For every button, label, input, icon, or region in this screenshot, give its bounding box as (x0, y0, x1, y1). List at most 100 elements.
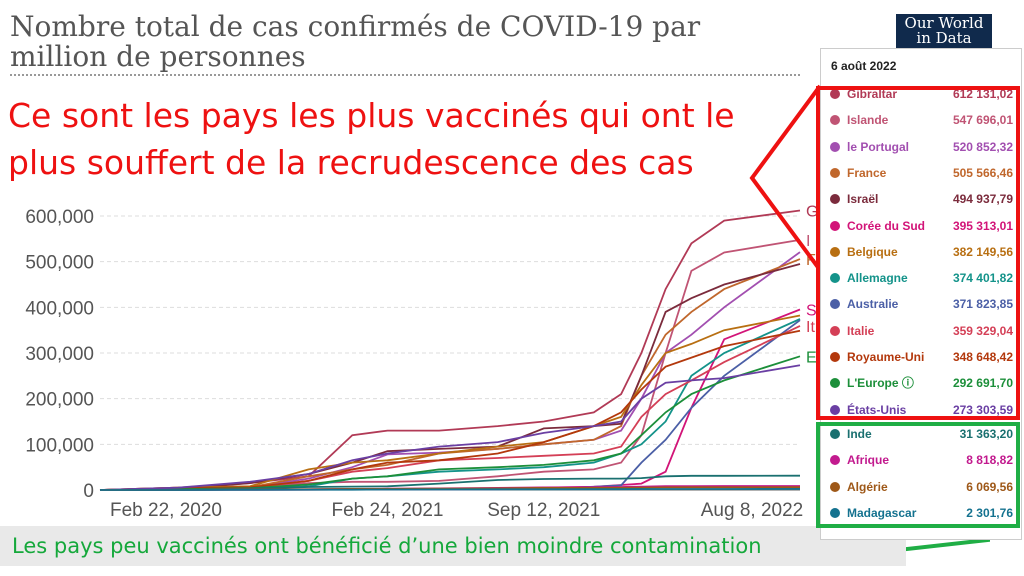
series-line (99, 263, 801, 491)
series-line (99, 329, 801, 491)
series-end-label: I (806, 233, 810, 250)
tooltip-country-value: 520 852,32 (952, 139, 1013, 154)
tooltip-row: États-Unis 273 303,59 (821, 399, 1021, 421)
tooltip-row: le Portugal 520 852,32 (821, 136, 1021, 158)
claim-text: Ce sont les pays les plus vaccinés qui o… (8, 96, 735, 182)
series-end-label: E (806, 349, 817, 366)
tooltip-row: Algérie 6 069,56 (821, 476, 1021, 498)
series-color-dot (830, 404, 840, 415)
claim-bottom-text: Les pays peu vaccinés ont bénéficié d’un… (0, 526, 906, 566)
y-tick-label: 400,000 (25, 298, 94, 319)
tooltip-country-name: Royaume-Uni (847, 350, 925, 364)
tooltip-country-value: 382 149,56 (952, 244, 1013, 259)
series-line (99, 251, 801, 491)
tooltip-country-name: Afrique (847, 453, 889, 468)
series-line (99, 474, 801, 491)
tooltip-country-name: Italie (847, 323, 875, 338)
tooltip-country-value: 31 363,20 (959, 427, 1013, 441)
series-line (99, 355, 801, 491)
series-color-dot (830, 194, 840, 205)
tooltip-country-name: Inde (847, 427, 872, 441)
series-line (99, 364, 801, 491)
tooltip-country-value: 2 301,76 (966, 505, 1013, 520)
tooltip-country-name: Israël (847, 192, 879, 207)
y-tick-label: 0 (83, 481, 94, 502)
series-color-dot (830, 481, 840, 492)
tooltip-country-name: Australie (847, 297, 899, 312)
tooltip-row: Afrique 8 818,82 (821, 449, 1021, 471)
series-end-label: S (806, 302, 817, 319)
y-tick-label: 200,000 (25, 390, 94, 411)
y-tick-label: 500,000 (25, 253, 94, 274)
series-line (99, 319, 801, 491)
logo-line1: Our World (904, 14, 984, 32)
tooltip-country-name: France (847, 165, 887, 180)
tooltip-row: Inde 31 363,20 (821, 423, 1021, 445)
tooltip-row: Corée du Sud 395 313,01 (821, 215, 1021, 237)
tooltip-row: Gibraltar 612 131,02 (821, 83, 1021, 105)
series-color-dot (830, 141, 840, 152)
tooltip-row: Australie 371 823,85 (821, 293, 1021, 315)
tooltip-country-name: le Portugal (847, 139, 910, 154)
tooltip-country-value: 348 648,42 (952, 350, 1013, 364)
series-end-label: G (806, 203, 818, 220)
x-tick-label: Aug 8, 2022 (701, 500, 803, 521)
tooltip-country-name: Belgique (847, 244, 898, 259)
series-line (99, 308, 801, 491)
tooltip-date: 6 août 2022 (831, 59, 897, 73)
tooltip-country-value: 292 691,70 (952, 376, 1013, 391)
tooltip-country-name: Allemagne (847, 271, 908, 286)
tooltip-panel: 6 août 2022 Gibraltar 612 131,02 Islande 54… (820, 48, 1022, 540)
chart-title: Nombre total de cas confirmés de COVID-1… (10, 10, 701, 73)
tooltip-row: Islande 547 696,01 (821, 109, 1021, 131)
tooltip-country-name: Corée du Sud (847, 218, 926, 233)
tooltip-country-value: 273 303,59 (952, 402, 1013, 417)
series-line (99, 314, 801, 491)
series-color-dot (830, 273, 840, 284)
series-color-dot (830, 455, 840, 466)
x-tick-label: Sep 12, 2021 (487, 500, 600, 521)
series-color-dot (830, 352, 840, 362)
owid-logo[interactable]: Our World in Data (896, 14, 992, 48)
series-color-dot (830, 220, 840, 231)
series-line (100, 488, 801, 491)
y-tick-label: 100,000 (25, 435, 94, 456)
tooltip-row: Madagascar 2 301,76 (821, 502, 1021, 524)
series-end-label: It (806, 319, 815, 336)
series-lines (99, 209, 801, 491)
tooltip-country-name: L'Europe ⓘ (847, 376, 914, 391)
tooltip-country-value: 6 069,56 (966, 479, 1013, 494)
tooltip-country-value: 359 329,04 (952, 323, 1013, 338)
series-color-dot (830, 378, 840, 389)
tooltip-country-name: Algérie (847, 479, 888, 494)
tooltip-row: Royaume-Uni 348 648,42 (821, 346, 1021, 368)
series-line (99, 325, 801, 491)
tooltip-country-name: États-Unis (847, 402, 907, 417)
tooltip-country-value: 547 696,01 (952, 113, 1013, 128)
tooltip-country-value: 371 823,85 (952, 297, 1013, 312)
tooltip-country-value: 8 818,82 (966, 453, 1013, 468)
tooltip-row: L'Europe ⓘ 292 691,70 (821, 372, 1021, 394)
logo-line2: in Data (916, 29, 972, 47)
y-tick-label: 600,000 (25, 207, 94, 228)
tooltip-country-value: 505 566,46 (952, 165, 1013, 180)
tooltip-row: Allemagne 374 401,82 (821, 267, 1021, 289)
series-color-dot (830, 246, 840, 257)
tooltip-row: France 505 566,46 (821, 162, 1021, 184)
series-line (99, 258, 801, 491)
tooltip-country-value: 395 313,01 (952, 218, 1013, 233)
tooltip-country-name: Islande (847, 113, 889, 128)
x-tick-label: Feb 22, 2020 (110, 500, 222, 521)
tooltip-country-name: Gibraltar (847, 87, 898, 101)
tooltip-row: Belgique 382 149,56 (821, 241, 1021, 263)
series-color-dot (830, 115, 840, 126)
red-callout-arrow (749, 84, 822, 272)
series-color-dot (830, 429, 840, 439)
series-color-dot (830, 325, 840, 336)
series-line (99, 209, 801, 491)
subtitle-divider (10, 74, 800, 80)
x-tick-label: Feb 24, 2021 (332, 500, 444, 521)
tooltip-row: Israël 494 937,79 (821, 188, 1021, 210)
